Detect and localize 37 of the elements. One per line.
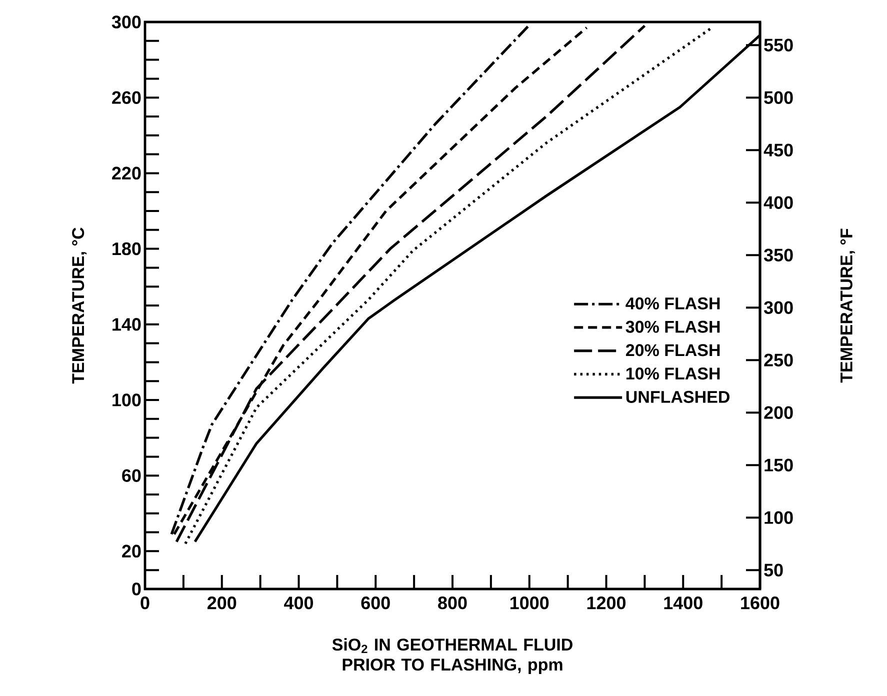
y-tick-label: 220: [112, 166, 141, 180]
y-tick-label: 300: [112, 16, 141, 28]
x-tick-label: 0: [140, 596, 150, 610]
y2-tick-label: 450: [764, 144, 793, 156]
y2-tick-label: 500: [764, 91, 793, 104]
y-axis-title: TEMPERATURE, °C: [72, 228, 87, 384]
legend-label: 10% FLASH: [626, 368, 720, 380]
y-tick-label: 140: [112, 318, 141, 331]
legend-label: 30% FLASH: [626, 320, 720, 333]
x-tick-label: 1400: [664, 596, 702, 610]
x-tick-label: 400: [284, 596, 314, 610]
legend-label: UNFLASHED: [626, 390, 730, 403]
y-tick-label: 20: [122, 544, 141, 558]
y-tick-label: 260: [112, 91, 141, 104]
y2-axis-title: TEMPERATURE, °F: [840, 228, 855, 383]
y-tick-label: 0: [132, 582, 141, 596]
x-tick-label: 200: [207, 596, 236, 610]
x-tick-label: 1600: [741, 596, 780, 610]
y2-tick-label: 200: [764, 406, 793, 419]
y-tick-label: 180: [112, 242, 141, 256]
y2-tick-label: 100: [764, 511, 793, 524]
x-tick-label: 1000: [510, 596, 549, 610]
y2-tick-label: 400: [764, 196, 793, 209]
legend-label: 40% FLASH: [626, 297, 720, 310]
y2-tick-label: 150: [764, 458, 793, 472]
y-tick-label: 60: [122, 469, 141, 482]
y2-tick-label: 550: [764, 38, 793, 52]
y2-tick-label: 250: [764, 354, 793, 366]
x-tick-label: 600: [361, 596, 390, 610]
x-tick-label: 800: [438, 596, 467, 610]
y2-tick-label: 50: [764, 564, 783, 576]
x-axis-title: SiO$_{2}$ IN GEOTHERMAL FLUID PRIOR TO FLASHING, ppm: [332, 638, 572, 674]
y2-tick-label: 350: [764, 248, 793, 262]
legend-label: 20% FLASH: [626, 344, 720, 356]
y2-tick-label: 300: [764, 301, 793, 314]
y-tick-label: 100: [112, 394, 141, 406]
x-tick-label: 1200: [587, 596, 626, 610]
